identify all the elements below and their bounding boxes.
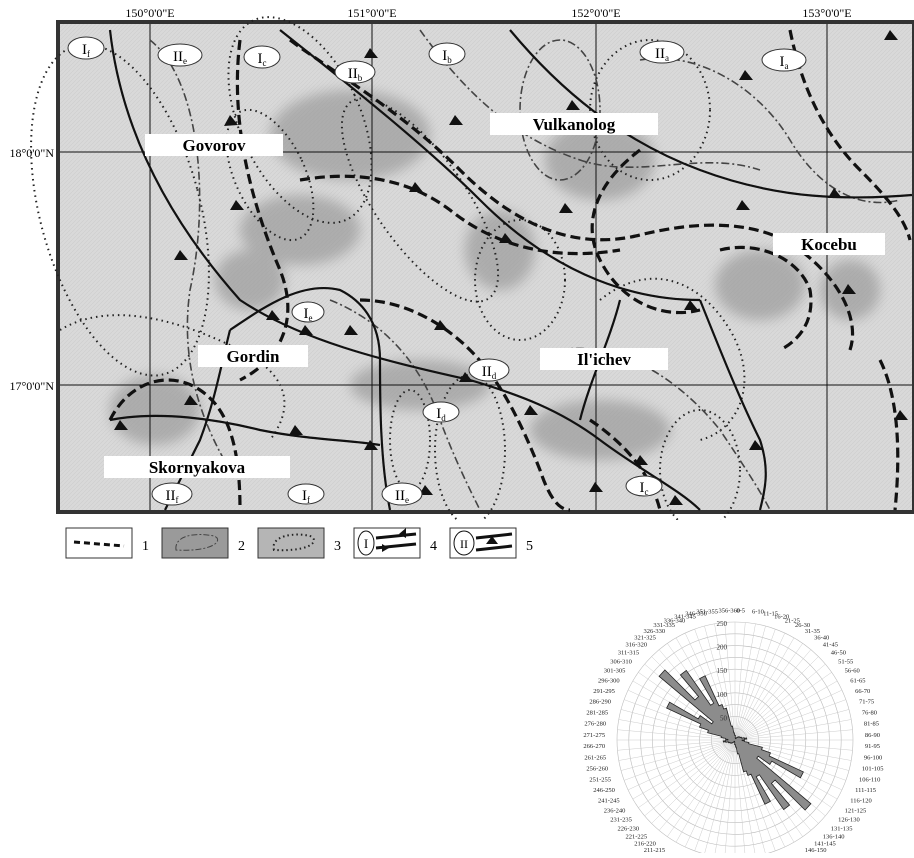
- rose-sector-label: 281-285: [586, 709, 608, 716]
- rose-radial-tick: 150: [717, 667, 728, 675]
- svg-text:I: I: [364, 536, 368, 551]
- label-skornyakova: Skornyakova: [149, 458, 246, 477]
- rose-sector-label: 266-270: [583, 743, 605, 750]
- rose-sector-label: 226-230: [618, 825, 640, 832]
- rose-sector-label: 251-255: [589, 777, 611, 784]
- lon-label-151: 151°0'0"E: [347, 6, 396, 20]
- rose-sector-label: 296-300: [598, 678, 620, 685]
- legend-item-4: I 4: [354, 528, 437, 558]
- svg-text:II: II: [460, 537, 468, 551]
- lon-label-152: 152°0'0"E: [571, 6, 620, 20]
- lon-label-150: 150°0'0"E: [125, 6, 174, 20]
- legend-number: 5: [526, 539, 533, 554]
- rose-sector-label: 271-275: [583, 732, 605, 739]
- legend-item-5: II 5: [450, 528, 533, 558]
- legend-number: 2: [238, 539, 245, 554]
- rose-sector-label: 261-265: [584, 755, 606, 762]
- rose-sector-label: 291-295: [593, 688, 615, 695]
- zone-label: If: [68, 37, 104, 59]
- lat-label-17: 17°0'0"N: [9, 379, 54, 393]
- rose-sector-label: 116-120: [850, 798, 871, 805]
- rose-sector-label: 91-95: [865, 743, 880, 750]
- rose-sector-label: 276-280: [584, 721, 606, 728]
- rose-sector-label: 36-40: [814, 634, 829, 641]
- rose-sector-label: 356-360: [718, 608, 740, 615]
- legend-number: 3: [334, 539, 341, 554]
- rose-sector-label: 231-235: [610, 817, 632, 824]
- rose-sector-label: 121-125: [845, 807, 867, 814]
- label-govorov: Govorov: [183, 136, 246, 155]
- lat-label-18: 18°0'0"N: [9, 146, 54, 160]
- rose-spoke: [735, 709, 849, 740]
- zone-label: IIe: [382, 483, 422, 505]
- rose-sector-label: 66-70: [855, 688, 870, 695]
- rose-sector-label: 56-60: [845, 668, 860, 675]
- bathymetric-map: 150°0'0"E 151°0'0"E 152°0'0"E 153°0'0"E …: [0, 0, 914, 520]
- rose-sector-label: 46-50: [831, 650, 846, 657]
- rose-sector-label: 321-325: [634, 634, 656, 641]
- rose-sector-label: 286-290: [589, 698, 611, 705]
- rose-spoke: [621, 740, 735, 771]
- rose-sector-label: 101-105: [862, 766, 884, 773]
- rose-sector-label: 306-310: [610, 658, 632, 665]
- label-gordin: Gordin: [227, 347, 280, 366]
- rose-sector-label: 111-115: [855, 787, 876, 794]
- lon-label-153: 153°0'0"E: [802, 6, 851, 20]
- zone-label: Ic: [244, 46, 280, 68]
- rose-sector-label: 106-110: [859, 777, 880, 784]
- rose-sector-label: 216-220: [634, 841, 656, 848]
- rose-sector-label: 241-245: [598, 798, 620, 805]
- zone-label: IIb: [335, 61, 375, 83]
- rose-sector-label: 71-75: [859, 698, 874, 705]
- legend-svg: 1 2 3 I 4 II 5: [64, 522, 544, 566]
- rose-sector-label: 316-320: [626, 642, 648, 649]
- zone-label: IIa: [640, 41, 684, 63]
- rose-sector-label: 221-225: [626, 833, 648, 840]
- rose-radial-tick: 50: [720, 714, 728, 722]
- rose-spoke: [735, 626, 766, 740]
- legend-item-3: 3: [258, 528, 341, 558]
- rose-sector-label: 96-100: [864, 755, 882, 762]
- zone-label: IId: [469, 359, 509, 381]
- rose-sector-label: 126-130: [838, 817, 860, 824]
- rose-sector-label: 81-85: [864, 721, 879, 728]
- rose-sector-label: 211-215: [644, 847, 665, 853]
- rose-spoke: [704, 740, 735, 853]
- rose-sector-label: 51-55: [838, 658, 853, 665]
- map-legend: 1 2 3 I 4 II 5: [64, 522, 544, 566]
- rose-sector-label: 301-305: [604, 668, 626, 675]
- rose-sector-label: 236-240: [604, 807, 626, 814]
- rose-sector-label: 41-45: [823, 642, 838, 649]
- label-vulkanolog: Vulkanolog: [533, 115, 616, 134]
- rose-sector-label: 351-355: [696, 609, 718, 616]
- rose-sector-label: 61-65: [850, 678, 865, 685]
- rose-sector-label: 76-80: [862, 709, 877, 716]
- zone-label: Ib: [429, 43, 465, 65]
- rose-sector-label: 86-90: [865, 732, 880, 739]
- rose-sector-label: 256-260: [586, 766, 608, 773]
- rose-sector-label: 131-135: [831, 825, 853, 832]
- legend-number: 1: [142, 539, 149, 554]
- zone-label: IIe: [158, 44, 202, 66]
- rose-sector-label: 311-315: [618, 650, 639, 657]
- label-ilichev: Il'ichev: [577, 350, 631, 369]
- legend-number: 4: [430, 539, 437, 554]
- rose-radial-tick: 100: [717, 691, 728, 699]
- legend-item-1: 1: [66, 528, 149, 558]
- rose-spoke: [725, 740, 735, 853]
- rose-sector-label: 136-140: [823, 833, 845, 840]
- legend-item-2: 2: [162, 528, 245, 558]
- label-kocebu: Kocebu: [801, 235, 857, 254]
- rose-sector-label: 246-250: [593, 787, 615, 794]
- zone-label: IIf: [152, 483, 192, 505]
- rose-radial-tick: 200: [717, 644, 728, 652]
- zone-label: Ia: [762, 49, 806, 71]
- rose-radial-tick: 250: [717, 620, 728, 628]
- map-svg: 150°0'0"E 151°0'0"E 152°0'0"E 153°0'0"E …: [0, 0, 914, 520]
